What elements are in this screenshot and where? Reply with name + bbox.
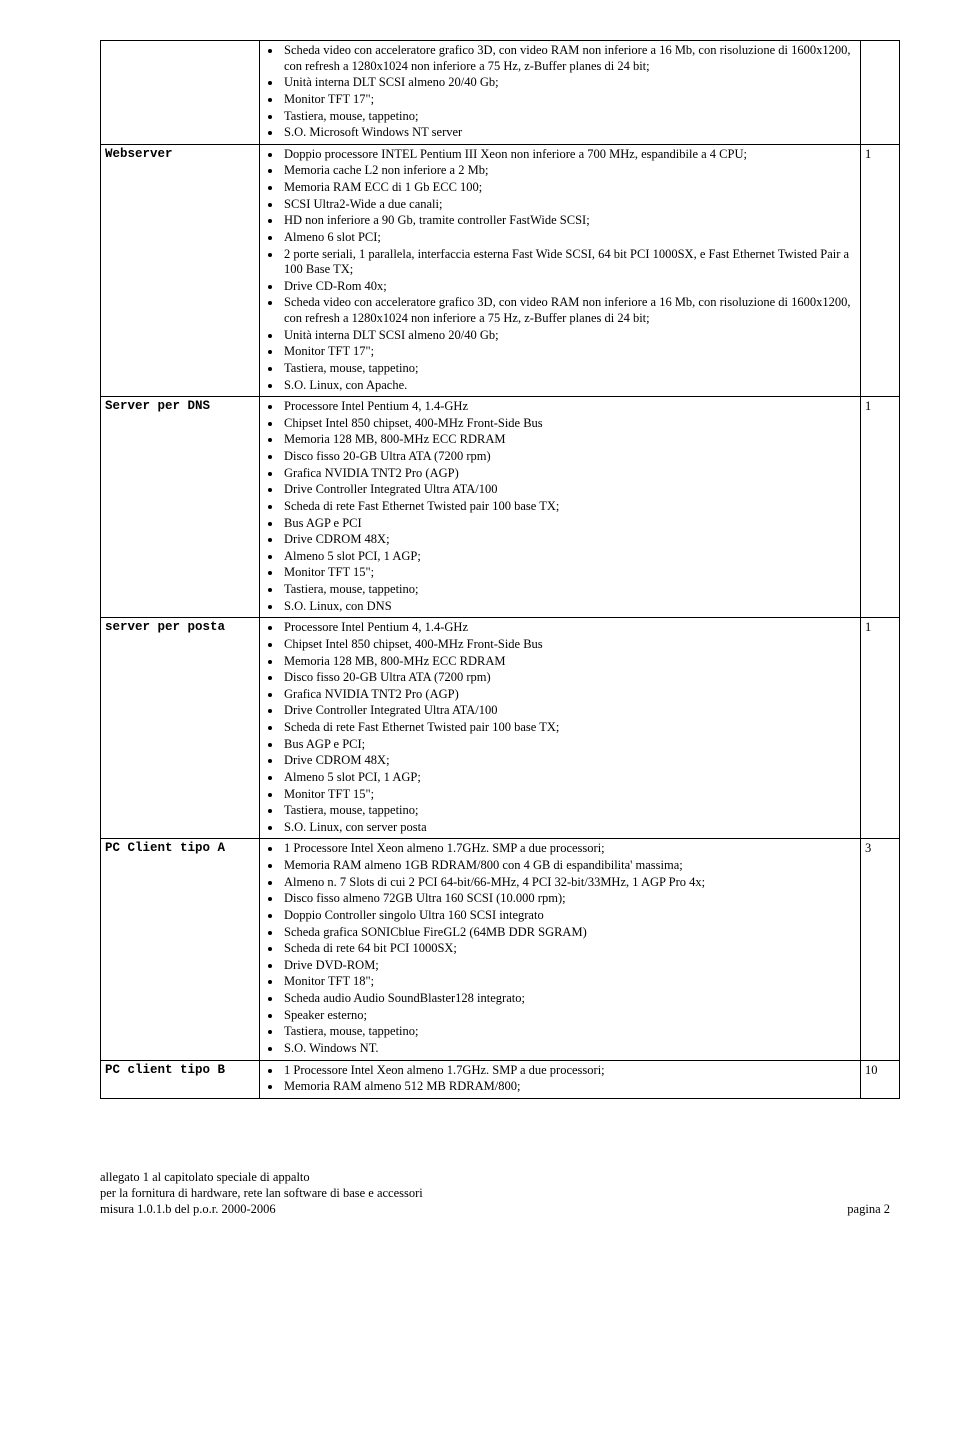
list-item: S.O. Linux, con DNS bbox=[282, 599, 852, 615]
list-item: Scheda di rete Fast Ethernet Twisted pai… bbox=[282, 720, 852, 736]
list-item: S.O. Linux, con Apache. bbox=[282, 378, 852, 394]
list-item: Memoria RAM almeno 1GB RDRAM/800 con 4 G… bbox=[282, 858, 852, 874]
list-item: Monitor TFT 18"; bbox=[282, 974, 852, 990]
row-specs: Scheda video con acceleratore grafico 3D… bbox=[260, 41, 861, 145]
table-row: Server per DNSProcessore Intel Pentium 4… bbox=[101, 397, 900, 618]
list-item: S.O. Windows NT. bbox=[282, 1041, 852, 1057]
list-item: 1 Processore Intel Xeon almeno 1.7GHz. S… bbox=[282, 1063, 852, 1079]
list-item: Chipset Intel 850 chipset, 400-MHz Front… bbox=[282, 637, 852, 653]
list-item: Grafica NVIDIA TNT2 Pro (AGP) bbox=[282, 687, 852, 703]
row-label: Server per DNS bbox=[101, 397, 260, 618]
specs-list: Doppio processore INTEL Pentium III Xeon… bbox=[282, 147, 856, 393]
row-qty: 1 bbox=[861, 618, 900, 839]
list-item: Drive CDROM 48X; bbox=[282, 753, 852, 769]
list-item: 1 Processore Intel Xeon almeno 1.7GHz. S… bbox=[282, 841, 852, 857]
footer-line: misura 1.0.1.b del p.o.r. 2000-2006 bbox=[100, 1201, 847, 1217]
list-item: Tastiera, mouse, tappetino; bbox=[282, 803, 852, 819]
list-item: Monitor TFT 17"; bbox=[282, 344, 852, 360]
list-item: SCSI Ultra2-Wide a due canali; bbox=[282, 197, 852, 213]
specs-list: 1 Processore Intel Xeon almeno 1.7GHz. S… bbox=[282, 841, 856, 1056]
list-item: Doppio Controller singolo Ultra 160 SCSI… bbox=[282, 908, 852, 924]
row-qty: 3 bbox=[861, 839, 900, 1060]
list-item: Almeno 6 slot PCI; bbox=[282, 230, 852, 246]
list-item: HD non inferiore a 90 Gb, tramite contro… bbox=[282, 213, 852, 229]
list-item: Almeno 5 slot PCI, 1 AGP; bbox=[282, 549, 852, 565]
row-specs: 1 Processore Intel Xeon almeno 1.7GHz. S… bbox=[260, 839, 861, 1060]
row-qty bbox=[861, 41, 900, 145]
row-qty: 10 bbox=[861, 1060, 900, 1098]
row-qty: 1 bbox=[861, 397, 900, 618]
page: Scheda video con acceleratore grafico 3D… bbox=[0, 0, 960, 1248]
list-item: Bus AGP e PCI bbox=[282, 516, 852, 532]
list-item: Processore Intel Pentium 4, 1.4-GHz bbox=[282, 620, 852, 636]
row-label: PC Client tipo A bbox=[101, 839, 260, 1060]
spec-table: Scheda video con acceleratore grafico 3D… bbox=[100, 40, 900, 1099]
specs-list: Processore Intel Pentium 4, 1.4-GHzChips… bbox=[282, 399, 856, 614]
list-item: Almeno n. 7 Slots di cui 2 PCI 64-bit/66… bbox=[282, 875, 852, 891]
list-item: Doppio processore INTEL Pentium III Xeon… bbox=[282, 147, 852, 163]
list-item: 2 porte seriali, 1 parallela, interfacci… bbox=[282, 247, 852, 278]
list-item: Drive Controller Integrated Ultra ATA/10… bbox=[282, 703, 852, 719]
list-item: Speaker esterno; bbox=[282, 1008, 852, 1024]
footer-page: pagina 2 bbox=[847, 1201, 900, 1217]
list-item: Tastiera, mouse, tappetino; bbox=[282, 361, 852, 377]
specs-list: Scheda video con acceleratore grafico 3D… bbox=[282, 43, 856, 141]
list-item: S.O. Linux, con server posta bbox=[282, 820, 852, 836]
list-item: Unità interna DLT SCSI almeno 20/40 Gb; bbox=[282, 75, 852, 91]
list-item: Monitor TFT 15"; bbox=[282, 787, 852, 803]
list-item: Chipset Intel 850 chipset, 400-MHz Front… bbox=[282, 416, 852, 432]
footer-line: per la fornitura di hardware, rete lan s… bbox=[100, 1185, 847, 1201]
list-item: Tastiera, mouse, tappetino; bbox=[282, 109, 852, 125]
list-item: Processore Intel Pentium 4, 1.4-GHz bbox=[282, 399, 852, 415]
list-item: Drive DVD-ROM; bbox=[282, 958, 852, 974]
list-item: Memoria 128 MB, 800-MHz ECC RDRAM bbox=[282, 432, 852, 448]
list-item: Tastiera, mouse, tappetino; bbox=[282, 582, 852, 598]
row-specs: 1 Processore Intel Xeon almeno 1.7GHz. S… bbox=[260, 1060, 861, 1098]
list-item: Bus AGP e PCI; bbox=[282, 737, 852, 753]
list-item: Memoria 128 MB, 800-MHz ECC RDRAM bbox=[282, 654, 852, 670]
footer: allegato 1 al capitolato speciale di app… bbox=[100, 1169, 900, 1218]
row-specs: Processore Intel Pentium 4, 1.4-GHzChips… bbox=[260, 618, 861, 839]
list-item: Disco fisso almeno 72GB Ultra 160 SCSI (… bbox=[282, 891, 852, 907]
list-item: Drive CD-Rom 40x; bbox=[282, 279, 852, 295]
list-item: Scheda audio Audio SoundBlaster128 integ… bbox=[282, 991, 852, 1007]
list-item: Scheda video con acceleratore grafico 3D… bbox=[282, 295, 852, 326]
list-item: Scheda video con acceleratore grafico 3D… bbox=[282, 43, 852, 74]
row-label: PC client tipo B bbox=[101, 1060, 260, 1098]
row-label: Webserver bbox=[101, 144, 260, 396]
table-row: server per postaProcessore Intel Pentium… bbox=[101, 618, 900, 839]
list-item: Monitor TFT 15"; bbox=[282, 565, 852, 581]
list-item: S.O. Microsoft Windows NT server bbox=[282, 125, 852, 141]
row-label bbox=[101, 41, 260, 145]
list-item: Monitor TFT 17"; bbox=[282, 92, 852, 108]
specs-list: Processore Intel Pentium 4, 1.4-GHzChips… bbox=[282, 620, 856, 835]
list-item: Scheda grafica SONICblue FireGL2 (64MB D… bbox=[282, 925, 852, 941]
list-item: Almeno 5 slot PCI, 1 AGP; bbox=[282, 770, 852, 786]
list-item: Disco fisso 20-GB Ultra ATA (7200 rpm) bbox=[282, 449, 852, 465]
specs-list: 1 Processore Intel Xeon almeno 1.7GHz. S… bbox=[282, 1063, 856, 1095]
table-row: Scheda video con acceleratore grafico 3D… bbox=[101, 41, 900, 145]
list-item: Disco fisso 20-GB Ultra ATA (7200 rpm) bbox=[282, 670, 852, 686]
table-row: Webserver Doppio processore INTEL Pentium… bbox=[101, 144, 900, 396]
row-specs: Processore Intel Pentium 4, 1.4-GHzChips… bbox=[260, 397, 861, 618]
footer-line: allegato 1 al capitolato speciale di app… bbox=[100, 1169, 847, 1185]
table-row: PC client tipo B 1 Processore Intel Xeon … bbox=[101, 1060, 900, 1098]
list-item: Scheda di rete 64 bit PCI 1000SX; bbox=[282, 941, 852, 957]
list-item: Memoria RAM almeno 512 MB RDRAM/800; bbox=[282, 1079, 852, 1095]
list-item: Drive Controller Integrated Ultra ATA/10… bbox=[282, 482, 852, 498]
footer-left: allegato 1 al capitolato speciale di app… bbox=[100, 1169, 847, 1218]
row-label: server per posta bbox=[101, 618, 260, 839]
table-row: PC Client tipo A 1 Processore Intel Xeon … bbox=[101, 839, 900, 1060]
list-item: Memoria cache L2 non inferiore a 2 Mb; bbox=[282, 163, 852, 179]
list-item: Tastiera, mouse, tappetino; bbox=[282, 1024, 852, 1040]
list-item: Grafica NVIDIA TNT2 Pro (AGP) bbox=[282, 466, 852, 482]
row-specs: Doppio processore INTEL Pentium III Xeon… bbox=[260, 144, 861, 396]
list-item: Scheda di rete Fast Ethernet Twisted pai… bbox=[282, 499, 852, 515]
list-item: Unità interna DLT SCSI almeno 20/40 Gb; bbox=[282, 328, 852, 344]
row-qty: 1 bbox=[861, 144, 900, 396]
list-item: Drive CDROM 48X; bbox=[282, 532, 852, 548]
list-item: Memoria RAM ECC di 1 Gb ECC 100; bbox=[282, 180, 852, 196]
